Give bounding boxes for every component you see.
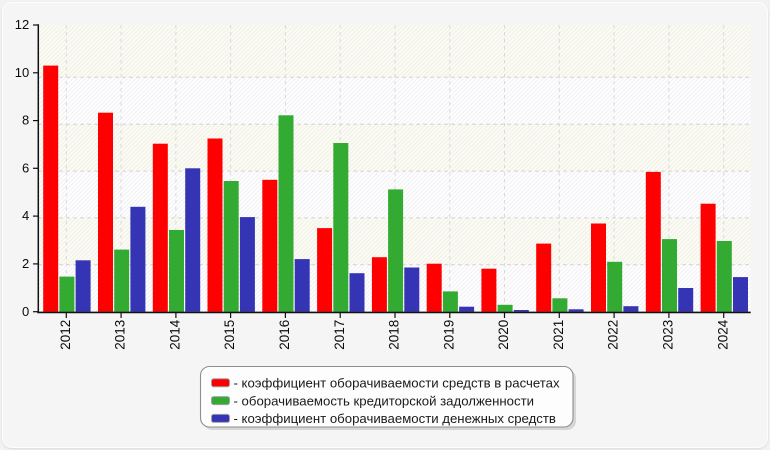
svg-text:2014: 2014 (168, 319, 183, 350)
svg-text:- коэффициент оборачиваемости: - коэффициент оборачиваемости денежных с… (234, 411, 556, 426)
svg-text:- оборачиваемость кредиторской: - оборачиваемость кредиторской задолженн… (234, 393, 535, 408)
svg-text:2012: 2012 (58, 320, 73, 350)
svg-text:2013: 2013 (113, 320, 128, 350)
svg-text:8: 8 (22, 113, 29, 128)
svg-text:2022: 2022 (606, 320, 621, 350)
svg-text:12: 12 (15, 17, 29, 32)
svg-text:- коэффициент оборачиваемости: - коэффициент оборачиваемости средств в … (234, 376, 561, 391)
svg-text:2020: 2020 (496, 320, 511, 350)
svg-text:10: 10 (15, 65, 29, 80)
svg-text:2021: 2021 (551, 320, 566, 350)
svg-text:0: 0 (22, 304, 29, 319)
svg-text:2018: 2018 (387, 320, 402, 350)
svg-text:2: 2 (22, 256, 29, 271)
svg-text:2015: 2015 (222, 320, 237, 350)
svg-text:2017: 2017 (332, 320, 347, 350)
svg-text:6: 6 (22, 160, 29, 175)
svg-text:4: 4 (22, 208, 29, 223)
svg-text:2023: 2023 (661, 320, 676, 350)
svg-text:2019: 2019 (441, 320, 456, 350)
svg-text:2016: 2016 (277, 320, 292, 350)
svg-text:2024: 2024 (715, 319, 730, 350)
